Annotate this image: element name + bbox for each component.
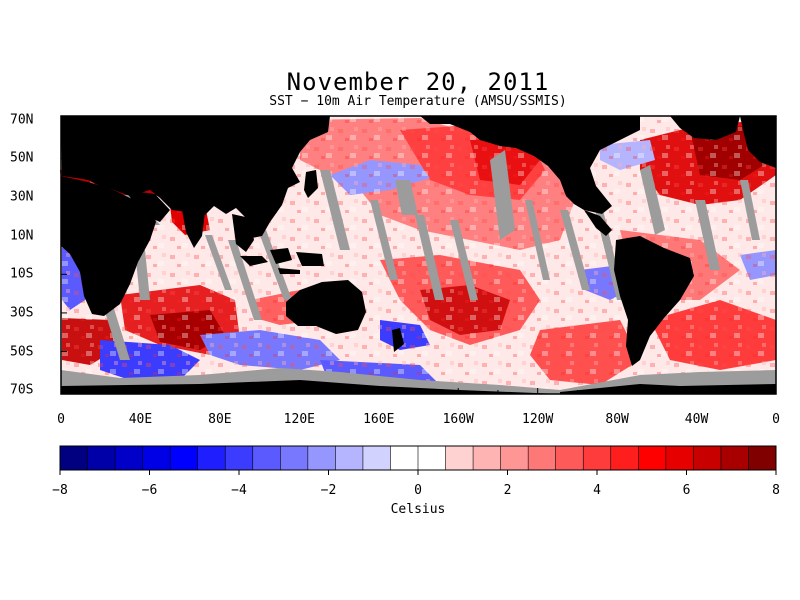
colorbar-swatch <box>307 446 336 470</box>
colorbar-tick-label: 6 <box>682 483 691 498</box>
colorbar-swatch <box>665 446 694 470</box>
colorbar-unit-label: Celsius <box>390 502 446 517</box>
new-zealand-landmass <box>392 328 404 352</box>
colorbar-swatch <box>390 446 419 470</box>
colorbar-swatch <box>555 446 584 470</box>
lon-label: 160E <box>363 412 395 427</box>
lat-label: 50N <box>10 150 34 166</box>
colorbar-tick-label: −2 <box>320 483 337 498</box>
india-landmass <box>182 210 205 248</box>
lon-label: 120W <box>522 412 554 427</box>
map-subtitle: SST − 10m Air Temperature (AMSU/SSMIS) <box>269 94 567 109</box>
central-america-landmass <box>584 210 612 236</box>
africa-landmass <box>61 176 156 316</box>
colorbar-swatch <box>720 446 749 470</box>
lat-label: 70N <box>10 112 34 128</box>
colorbar-tick-label: 8 <box>772 483 780 498</box>
south-america-landmass <box>614 236 694 366</box>
lon-label: 160W <box>442 412 474 427</box>
antarctica-landmass <box>61 380 560 394</box>
colorbar-swatch <box>362 446 391 470</box>
colorbar-swatch <box>252 446 281 470</box>
colorbar-swatch <box>335 446 364 470</box>
lon-label: 80W <box>605 412 629 427</box>
colorbar-swatch <box>445 446 474 470</box>
lat-label: 30S <box>10 305 34 321</box>
eurasia-landmass <box>61 116 330 238</box>
colorbar-tick-label: −4 <box>231 483 247 498</box>
colorbar-tick-label: −8 <box>52 483 68 498</box>
colorbar-swatch <box>115 446 144 470</box>
colorbar-swatch <box>418 446 447 470</box>
colorbar-swatch <box>142 446 171 470</box>
colorbar-swatch <box>583 446 612 470</box>
colorbar <box>59 445 777 475</box>
colorbar-swatch <box>693 446 722 470</box>
europe-landmass <box>740 116 776 168</box>
arabia-landmass <box>125 190 170 222</box>
north-america-landmass <box>420 116 640 214</box>
map-plot-area <box>60 115 777 395</box>
colorbar-swatch <box>528 446 557 470</box>
lon-label: 0 <box>57 412 65 427</box>
colorbar-swatch <box>170 446 199 470</box>
japan-landmass <box>304 170 318 198</box>
lon-label: 40W <box>684 412 709 427</box>
colorbar-swatch <box>60 446 89 470</box>
lat-label: 10N <box>10 228 34 244</box>
lon-label: 0 <box>772 412 780 427</box>
lat-label: 50S <box>10 344 34 360</box>
axis-ticks <box>60 119 777 394</box>
colorbar-swatch <box>500 446 529 470</box>
colorbar-swatch <box>280 446 309 470</box>
colorbar-swatch <box>197 446 226 470</box>
lon-label: 80E <box>208 412 232 427</box>
greenland-landmass <box>670 116 740 140</box>
lon-label: 120E <box>283 412 315 427</box>
colorbar-tick-label: 2 <box>503 483 512 498</box>
colorbar-swatch <box>610 446 639 470</box>
lat-label: 30N <box>10 189 34 205</box>
colorbar-swatch <box>748 446 777 470</box>
lat-label: 10S <box>10 266 34 282</box>
australia-landmass <box>286 280 366 334</box>
colorbar-swatch <box>87 446 116 470</box>
map-title: November 20, 2011 <box>286 68 550 96</box>
lat-label: 70S <box>10 382 34 398</box>
colorbar-swatch <box>225 446 254 470</box>
colorbar-tick-label: 4 <box>593 483 601 498</box>
colorbar-swatch <box>473 446 502 470</box>
colorbar-tick-label: 0 <box>414 483 422 498</box>
indonesia-islands <box>240 248 324 274</box>
colorbar-tick-label: −6 <box>141 483 158 498</box>
lon-label: 40E <box>128 412 153 427</box>
colorbar-swatch <box>638 446 667 470</box>
southeast-asia-landmass <box>232 214 254 252</box>
land-masses <box>61 116 776 394</box>
